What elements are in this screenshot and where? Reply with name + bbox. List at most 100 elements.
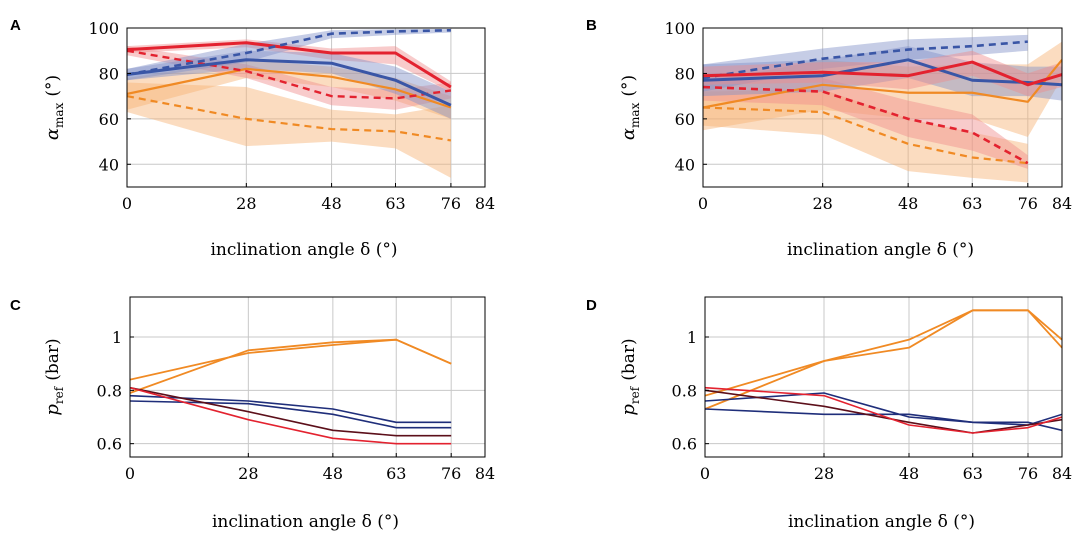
y-tick-label: 1: [112, 328, 122, 347]
band-blue-dashed: [703, 34, 1028, 92]
x-tick-label: 63: [385, 194, 405, 213]
band-blue-dashed: [127, 29, 451, 81]
y-tick-label: 80: [675, 64, 695, 83]
x-tick-label: 0: [698, 194, 708, 213]
band-red-dashed: [703, 73, 1028, 169]
panel-label: B: [586, 17, 597, 34]
x-tick-label: 84: [475, 194, 495, 213]
plot-area: [703, 34, 1062, 183]
x-tick-label: 76: [441, 194, 461, 213]
x-tick-label: 76: [441, 464, 461, 483]
band-blue-solid: [127, 50, 451, 119]
y-tick-label: 40: [675, 155, 695, 174]
panel-c: C 0 28 48 63 76 84 0.6 0.8 1 inclination angle δ (…: [10, 296, 495, 532]
y-axis-symbol: α: [618, 128, 639, 140]
x-tick-label: 76: [1018, 464, 1038, 483]
x-tick-label: 28: [814, 464, 834, 483]
x-tick-label: 28: [236, 194, 256, 213]
y-tick-label: 0.8: [97, 381, 122, 400]
x-axis-label: inclination angle δ (°): [787, 240, 974, 260]
x-tick-label: 76: [1018, 194, 1038, 213]
series-blue-solid: [127, 58, 452, 107]
y-axis-subscript: ref: [52, 385, 66, 404]
x-tick-label: 0: [125, 464, 135, 483]
x-axis-label: inclination angle δ (°): [212, 512, 399, 532]
band-orange-dashed: [127, 82, 451, 178]
x-axis-label: inclination angle δ (°): [211, 240, 398, 260]
plot-area: [705, 309, 1062, 434]
panel-b: B 0 28 48 63 76 84 40 60 80 100 inclination angle δ…: [586, 17, 1072, 260]
series-orange-1: [705, 309, 1062, 410]
y-axis-unit: (bar): [619, 338, 639, 380]
x-tick-label: 48: [321, 194, 341, 213]
band-red-dashed: [127, 46, 451, 110]
axes-frame: [126, 27, 486, 188]
series-blue-dashed: [703, 40, 1028, 80]
series-red-1: [130, 386, 452, 445]
x-tick-label: 63: [963, 464, 983, 483]
y-axis-label: αmax (°): [42, 75, 66, 140]
x-tick-label: 48: [898, 194, 918, 213]
x-tick-label: 63: [962, 194, 982, 213]
axes-frame: [704, 296, 1063, 458]
y-axis-symbol: α: [42, 128, 63, 140]
y-tick-label: 0.6: [97, 435, 122, 454]
x-tick-label: 84: [475, 464, 495, 483]
y-axis-subscript: ref: [628, 385, 642, 404]
panel-label: C: [10, 297, 21, 314]
y-axis-unit: (°): [43, 75, 63, 97]
series-orange-solid: [703, 59, 1062, 109]
x-tick-label: 63: [386, 464, 406, 483]
x-tick-label: 0: [700, 464, 710, 483]
panel-a: A 0 28 48 63 76 84 40 60 80 100 inclination angle δ…: [10, 17, 495, 260]
grid: [704, 297, 1063, 457]
plot-area: [130, 338, 452, 445]
y-axis-label: pref (bar): [42, 338, 66, 415]
y-axis-subscript: max: [628, 102, 642, 128]
x-axis-label: inclination angle δ (°): [788, 512, 975, 532]
y-axis-symbol: p: [42, 404, 63, 416]
y-tick-label: 0.8: [672, 381, 697, 400]
series-orange-dashed: [703, 106, 1028, 165]
series-navy-1: [130, 394, 452, 424]
y-axis-subscript: max: [52, 102, 66, 128]
y-axis-symbol: p: [618, 404, 639, 416]
y-tick-label: 100: [88, 19, 119, 38]
series-red-dashed: [703, 85, 1029, 165]
x-tick-label: 48: [323, 464, 343, 483]
y-tick-label: 40: [99, 155, 119, 174]
axes-frame: [702, 27, 1063, 188]
series-navy-2: [130, 400, 452, 429]
series-red-solid: [127, 41, 452, 89]
x-tick-label: 28: [238, 464, 258, 483]
x-tick-label: 84: [1052, 464, 1072, 483]
y-tick-label: 100: [664, 19, 695, 38]
series-red-solid: [703, 60, 1062, 87]
panel-label: D: [586, 297, 597, 314]
plot-area: [127, 28, 452, 178]
series-orange-2: [705, 309, 1062, 397]
series-red-dashed: [127, 49, 452, 100]
y-tick-label: 0.6: [672, 435, 697, 454]
x-tick-label: 84: [1052, 194, 1072, 213]
y-axis-label: αmax (°): [618, 75, 642, 140]
x-tick-label: 0: [122, 194, 132, 213]
band-orange-dashed: [703, 89, 1028, 183]
y-tick-label: 1: [687, 328, 697, 347]
y-axis-unit: (°): [619, 75, 639, 97]
panel-d: D 0 28 48 63 76 84 0.6 0.8 1 inclination angle δ (…: [586, 296, 1072, 532]
y-axis-label: pref (bar): [618, 338, 642, 415]
y-tick-label: 60: [99, 110, 119, 129]
panel-label: A: [10, 17, 21, 34]
series-maroon-1: [705, 389, 1062, 434]
axes-frame: [129, 296, 486, 458]
series-orange-2: [130, 338, 452, 381]
series-orange-1: [130, 338, 452, 394]
x-tick-label: 48: [899, 464, 919, 483]
series-blue-dashed: [127, 28, 451, 76]
series-maroon-1: [130, 386, 452, 437]
y-tick-label: 80: [99, 64, 119, 83]
series-orange-dashed: [127, 95, 452, 142]
y-axis-unit: (bar): [43, 338, 63, 380]
